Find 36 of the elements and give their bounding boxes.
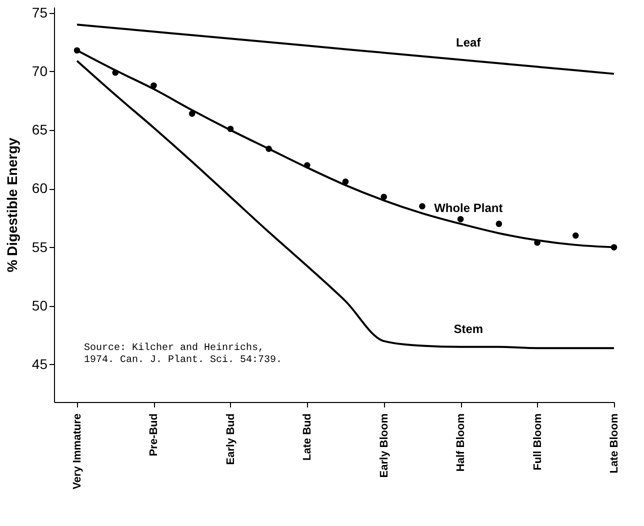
point — [74, 47, 80, 54]
series-label: Leaf — [456, 35, 482, 50]
y-tick-label: 65 — [32, 122, 48, 138]
point — [610, 244, 618, 250]
point — [457, 216, 464, 222]
line-series — [76, 24, 615, 75]
point — [342, 178, 349, 185]
x-tick-label: Very Immature — [72, 414, 84, 490]
point — [150, 82, 157, 89]
point — [380, 194, 388, 200]
y-tick-label: 70 — [32, 62, 48, 79]
point — [496, 220, 502, 227]
y-tick-label: 45 — [32, 356, 48, 372]
y-tick-label: 75 — [32, 4, 48, 20]
y-tick-label: 60 — [32, 180, 48, 196]
y-tick-label: 55 — [32, 238, 48, 255]
x-tick-label: Late Bud — [302, 414, 314, 461]
annotation: Source: Kilcher and Heinrichs, 1974. Can. J. Plant. Sci. 54:739. — [84, 342, 282, 366]
series-label: Whole Plant — [434, 200, 503, 215]
y-axis-title: % Digestible Energy — [4, 137, 20, 272]
x-tick-label: Late Bloom — [608, 413, 620, 474]
point — [304, 162, 310, 168]
point — [572, 232, 579, 239]
series-label: Stem — [454, 322, 484, 336]
point — [188, 110, 196, 117]
x-tick-label: Pre-Bud — [148, 414, 160, 456]
point — [266, 146, 272, 152]
point — [112, 69, 119, 76]
x-tick-label: Early Bud — [224, 414, 237, 465]
y-tick-label: 50 — [32, 297, 48, 314]
point — [534, 239, 540, 246]
x-tick-label: Early Bloom — [378, 413, 390, 478]
x-tick-label: Half Bloom — [455, 413, 468, 472]
x-tick-label: Full Bloom — [532, 413, 544, 470]
point — [419, 203, 426, 210]
point — [227, 126, 234, 132]
